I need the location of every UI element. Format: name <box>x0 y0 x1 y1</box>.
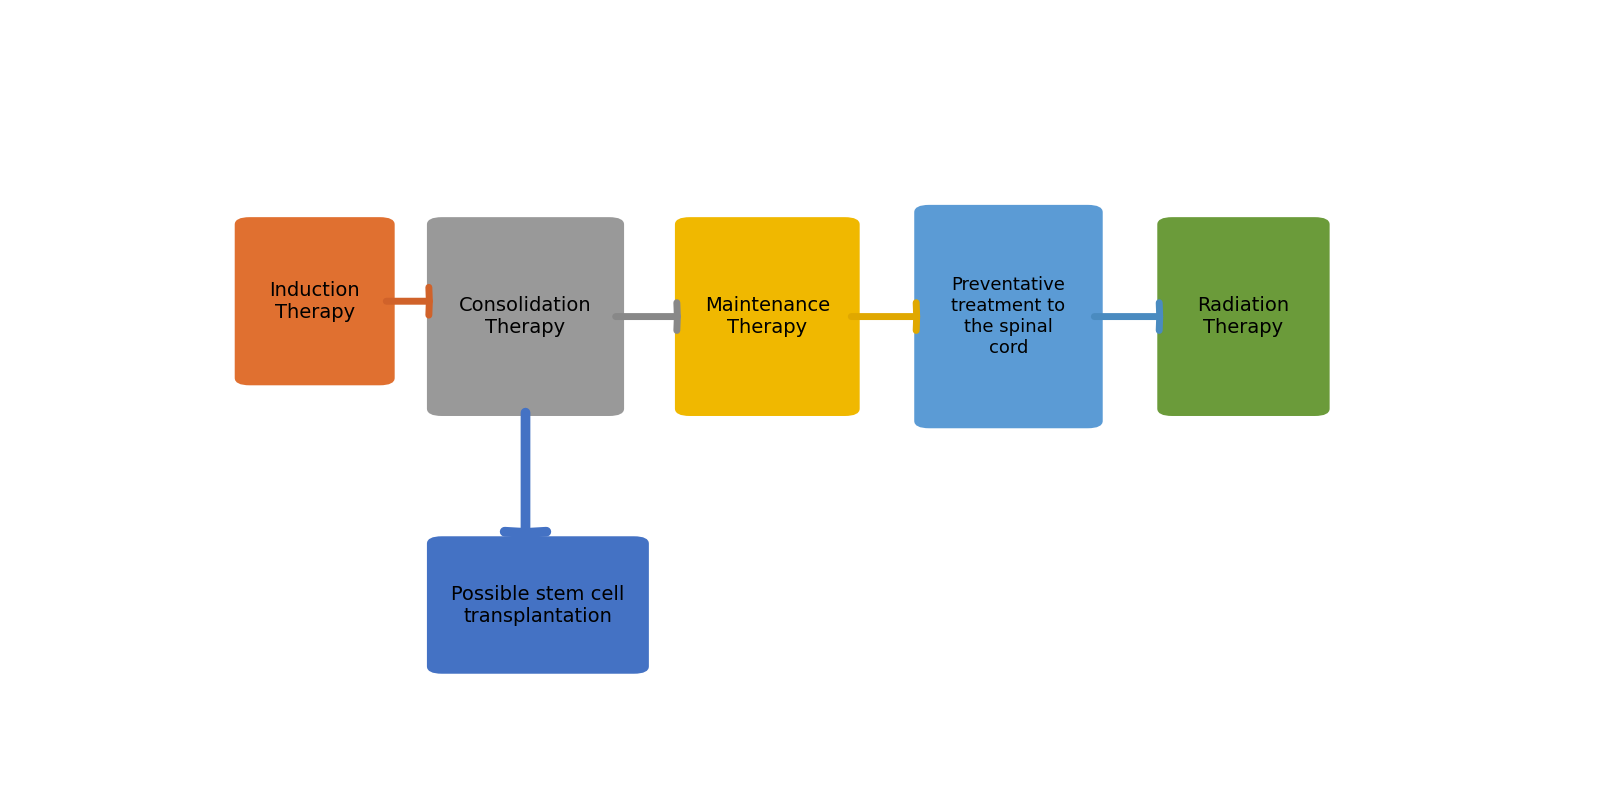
FancyBboxPatch shape <box>914 205 1102 428</box>
Text: Maintenance
Therapy: Maintenance Therapy <box>704 296 830 337</box>
Text: Possible stem cell
transplantation: Possible stem cell transplantation <box>451 584 624 626</box>
FancyBboxPatch shape <box>675 217 859 416</box>
Text: Consolidation
Therapy: Consolidation Therapy <box>459 296 592 337</box>
FancyBboxPatch shape <box>427 217 624 416</box>
FancyBboxPatch shape <box>427 536 650 673</box>
Text: Radiation
Therapy: Radiation Therapy <box>1197 296 1290 337</box>
FancyBboxPatch shape <box>1157 217 1330 416</box>
FancyBboxPatch shape <box>235 217 395 385</box>
Text: Induction
Therapy: Induction Therapy <box>269 281 360 322</box>
Text: Preventative
treatment to
the spinal
cord: Preventative treatment to the spinal cor… <box>952 277 1066 357</box>
